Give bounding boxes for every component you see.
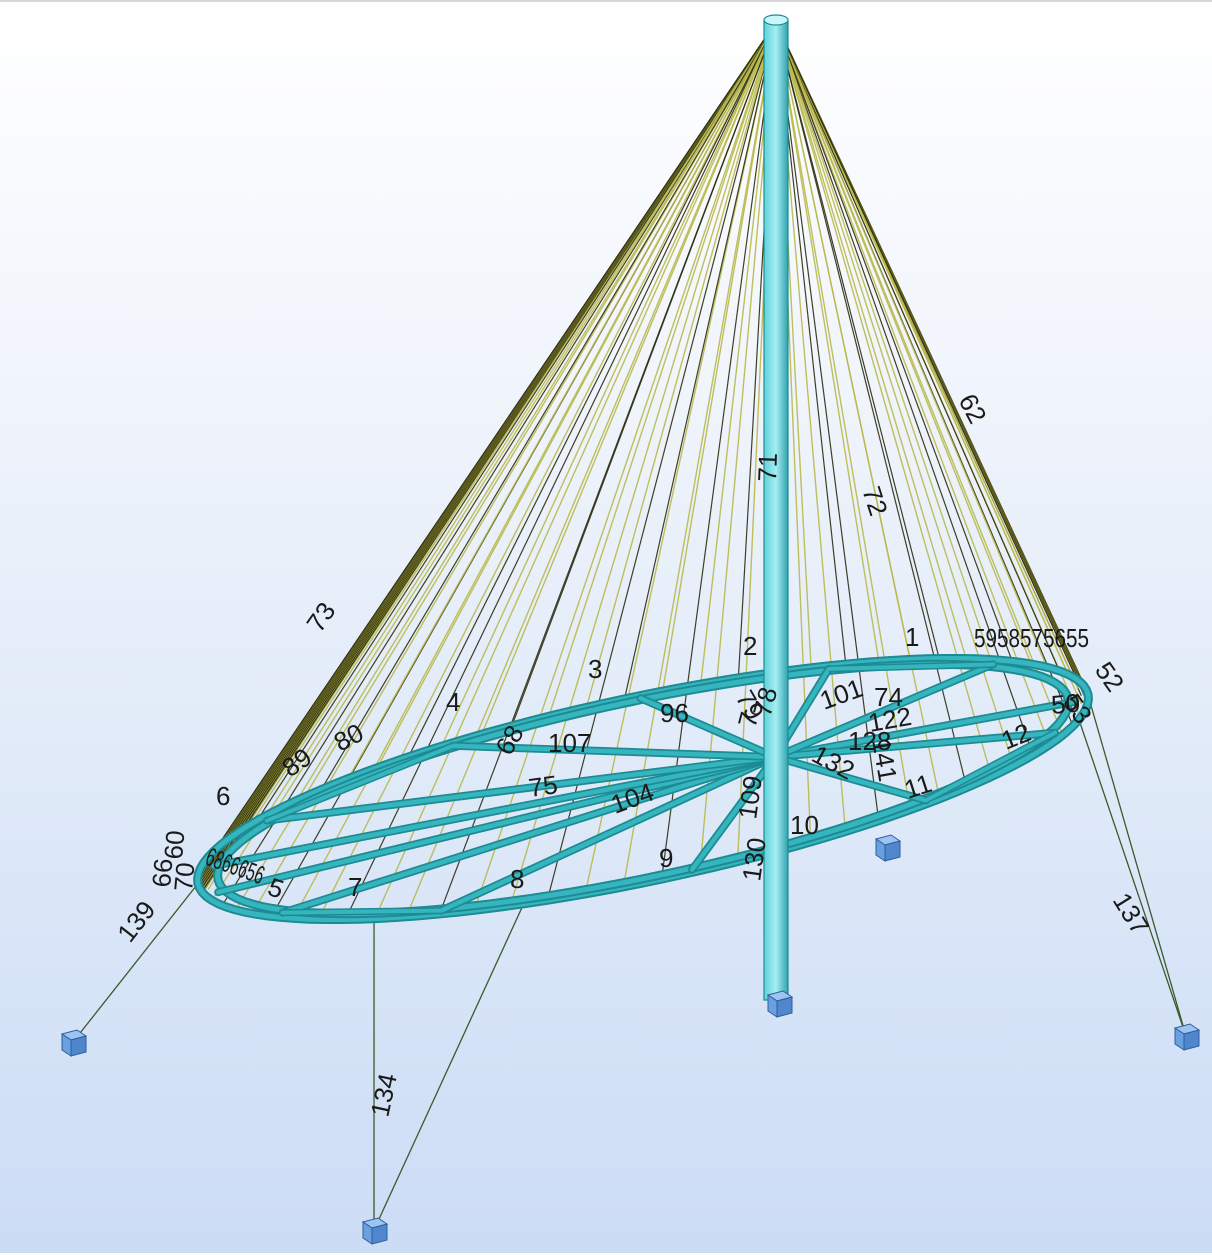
cable-line: [776, 22, 1049, 671]
member-label-72: 72: [856, 483, 893, 520]
cable-line: [776, 22, 967, 661]
support-cube-front: [885, 841, 900, 861]
cable-line: [776, 22, 879, 663]
member-label-52: 52: [1089, 656, 1130, 697]
member-label-2: 2: [743, 631, 757, 661]
cable-line: [273, 22, 776, 815]
member-label-cluster-right: 5958575655: [974, 623, 1089, 653]
support-cube-front: [1184, 1030, 1199, 1050]
member-label-6: 6: [216, 781, 230, 811]
chord-tube: [283, 911, 441, 913]
stay-line: [374, 904, 524, 1230]
member-label-71: 71: [752, 452, 783, 482]
member-label-9: 9: [659, 843, 673, 873]
member-label-70: 70: [168, 861, 200, 892]
member-label-75: 75: [527, 769, 560, 803]
mast-top-cap: [764, 15, 788, 25]
cable-line: [408, 22, 777, 759]
member-label-96: 96: [660, 698, 689, 728]
cable-line: [586, 22, 776, 709]
member-label-141: 141: [866, 736, 903, 784]
stay-line: [1079, 720, 1186, 1036]
member-label-1: 1: [905, 622, 919, 652]
cable-line: [776, 22, 1032, 667]
member-label-80: 80: [329, 717, 369, 757]
member-label-60: 60: [158, 829, 190, 860]
cable-line: [441, 22, 776, 748]
cable-line: [624, 22, 776, 700]
cable-line: [376, 22, 776, 770]
member-label-134: 134: [365, 1071, 403, 1120]
cable-line: [776, 22, 1088, 703]
member-label-109: 109: [732, 774, 768, 821]
support-cube-front: [372, 1224, 387, 1244]
member-label-10: 10: [790, 810, 819, 840]
member-label-137: 137: [1107, 887, 1155, 940]
member-label-3: 3: [588, 654, 602, 684]
member-label-130: 130: [736, 836, 772, 883]
member-label-50: 50: [1050, 688, 1081, 720]
member-label-107: 107: [548, 728, 591, 758]
cable-line: [776, 22, 1013, 664]
member-label-4: 4: [446, 687, 460, 717]
stay-line: [1088, 696, 1186, 1036]
cable-line: [475, 22, 776, 738]
member-label-7: 7: [348, 872, 362, 902]
support-cube-front: [71, 1036, 86, 1056]
member-label-73: 73: [300, 597, 341, 638]
cable-line: [776, 22, 910, 661]
cable-line: [776, 22, 991, 662]
support-cube-front: [777, 997, 792, 1017]
member-label-8: 8: [510, 864, 524, 894]
cable-line: [254, 22, 776, 825]
